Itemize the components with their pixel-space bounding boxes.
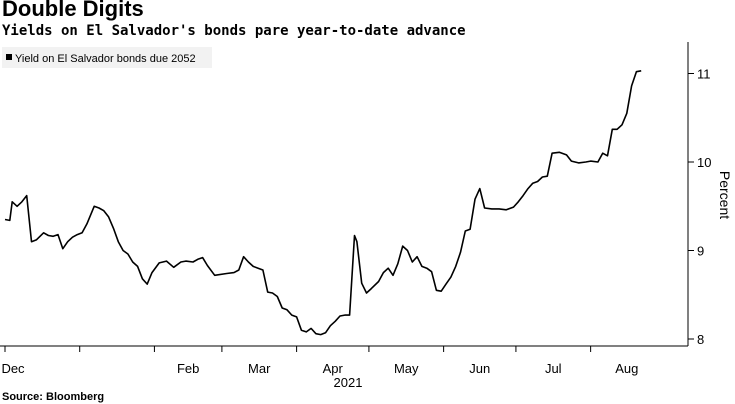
x-tick-label: Jul	[545, 361, 562, 376]
x-axis-year-label: 2021	[334, 375, 363, 390]
y-tick-label: 8	[697, 332, 704, 347]
x-tick-label: Mar	[248, 361, 271, 376]
legend-label: Yield on El Salvador bonds due 2052	[15, 53, 196, 65]
plot-layer: 8 9 10 11 Dec Feb Mar Apr May Jun Jul Aug	[0, 42, 711, 376]
x-tick-label: Aug	[615, 361, 638, 376]
legend-swatch	[6, 54, 12, 60]
y-tick-label: 11	[697, 67, 711, 82]
y-tick-label: 10	[697, 155, 711, 170]
x-tick-label: Apr	[323, 361, 344, 376]
legend: Yield on El Salvador bonds due 2052	[2, 47, 212, 68]
x-tick-label: Dec	[1, 361, 25, 376]
legend-background	[2, 47, 212, 68]
series-line	[4, 70, 642, 336]
y-axis-title: Percent	[717, 171, 733, 219]
chart-title: Double Digits	[2, 0, 144, 21]
chart-source: Source: Bloomberg	[2, 391, 105, 403]
chart-subtitle: Yields on El Salvador's bonds pare year-…	[2, 23, 466, 39]
x-tick-label: Feb	[177, 361, 199, 376]
x-tick-label: Jun	[469, 361, 490, 376]
y-tick-label: 9	[697, 244, 704, 259]
x-tick-label: May	[394, 361, 419, 376]
